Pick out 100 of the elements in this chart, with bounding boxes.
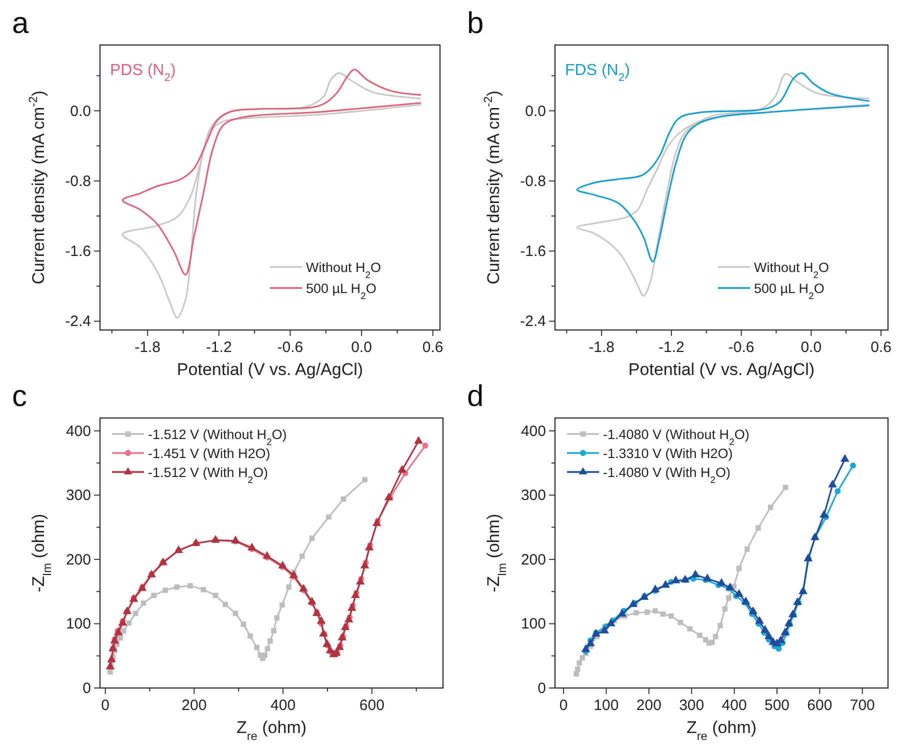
x-tick-label: 100 — [594, 697, 619, 714]
y-tick-label: -1.6 — [520, 243, 546, 260]
x-tick-label: -1.2 — [658, 339, 684, 356]
point — [668, 613, 674, 619]
x-tick-label: 700 — [850, 697, 875, 714]
x-tick-label: 300 — [679, 697, 704, 714]
point — [364, 542, 374, 550]
x-tick-label: 0 — [559, 697, 568, 714]
point — [744, 546, 750, 552]
point — [810, 532, 820, 540]
point — [650, 584, 660, 592]
point — [776, 646, 782, 652]
point — [360, 560, 370, 568]
x-tick-label: 0 — [101, 697, 110, 714]
point — [264, 646, 270, 652]
y-tick-label: 400 — [520, 422, 546, 440]
point — [644, 609, 650, 615]
legend-label: -1.3310 V (With H2O) — [603, 446, 733, 461]
x-axis-title: Z$_{re}$ (ohm) — [236, 718, 307, 743]
y-tick-label: 0.0 — [70, 102, 91, 120]
x-tick-label: 500 — [764, 697, 790, 714]
x-tick-label: 400 — [270, 697, 296, 714]
x-tick-label: -1.8 — [588, 339, 615, 356]
x-axis-title: Z$_{re}$ (ohm) — [686, 718, 757, 743]
legend-label: -1.451 V (With H2O) — [148, 446, 270, 461]
point — [338, 632, 347, 640]
point — [309, 536, 315, 541]
point — [709, 640, 715, 646]
point — [581, 644, 590, 652]
x-tick-label: 400 — [722, 697, 747, 714]
point — [618, 608, 626, 617]
x-tick-label: -1.8 — [134, 339, 160, 356]
text: d — [467, 380, 484, 413]
text: a — [12, 7, 29, 40]
point — [760, 625, 770, 633]
point — [680, 574, 690, 583]
point — [340, 622, 350, 630]
point — [122, 606, 132, 614]
point — [108, 669, 113, 675]
point — [755, 616, 764, 624]
point — [820, 510, 828, 518]
y-tick-label: 100 — [520, 616, 546, 633]
legend-label: -1.4080 V (With H$_{2}$O) — [603, 465, 731, 486]
point — [362, 477, 368, 482]
y-tick-label: 400 — [66, 422, 91, 440]
y-tick-label: 100 — [66, 616, 91, 633]
point — [850, 462, 856, 469]
point — [798, 586, 808, 594]
point — [319, 628, 328, 637]
y-tick-label: 0 — [82, 680, 91, 697]
point — [628, 599, 638, 607]
legend-label: -1.512 V (With H$_{2}$O) — [148, 465, 268, 486]
text: PDS (N$_{2}$) — [110, 62, 176, 84]
point — [784, 618, 794, 626]
point — [697, 632, 702, 638]
legend-label: 500 µL H$_{2}$O — [306, 281, 376, 302]
point — [691, 570, 700, 578]
legend-label: Without H$_{2}$O — [306, 260, 382, 280]
x-tick-label: 600 — [807, 697, 832, 714]
point — [174, 584, 180, 590]
point — [840, 454, 850, 462]
point — [574, 671, 579, 677]
point — [718, 622, 723, 628]
point — [271, 628, 276, 634]
point — [188, 583, 193, 588]
x-tick-label: -1.2 — [206, 339, 232, 356]
point — [326, 514, 332, 520]
y-tick-label: -0.8 — [520, 172, 546, 190]
point — [344, 614, 354, 622]
x-axis-title: Potential (V vs. Ag/AgCl) — [628, 360, 815, 379]
y-tick-label: -0.8 — [65, 172, 91, 190]
point — [717, 578, 726, 586]
point — [274, 615, 280, 621]
x-tick-label: 0.6 — [422, 339, 444, 356]
point — [300, 554, 305, 559]
point — [254, 644, 260, 650]
y-tick-label: 200 — [66, 551, 91, 568]
x-tick-label: 0.6 — [870, 339, 892, 356]
point — [741, 596, 750, 604]
text: c — [12, 380, 27, 413]
point — [633, 610, 639, 616]
point — [120, 628, 126, 634]
point — [372, 518, 382, 526]
point — [834, 488, 841, 494]
y-tick-label: -2.4 — [520, 313, 546, 330]
point — [576, 660, 582, 666]
point — [780, 628, 790, 636]
text: b — [467, 7, 484, 40]
point — [734, 589, 744, 597]
point — [289, 570, 298, 578]
point — [748, 606, 758, 614]
x-tick-label: 600 — [359, 697, 384, 714]
y-tick-label: 0 — [538, 680, 546, 697]
point — [106, 662, 115, 670]
x-tick-label: 0.0 — [351, 339, 372, 356]
point — [286, 584, 292, 590]
y-tick-label: 300 — [520, 487, 546, 504]
point — [606, 618, 616, 626]
point — [793, 597, 802, 606]
point — [726, 595, 732, 601]
